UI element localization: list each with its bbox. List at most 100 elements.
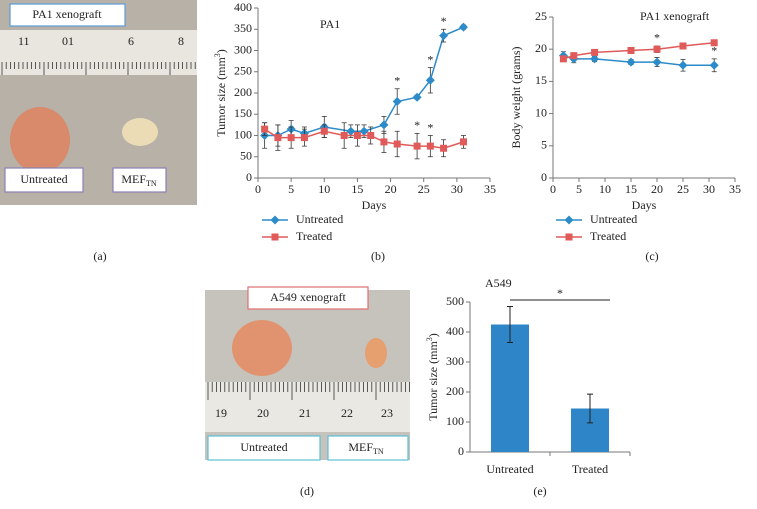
x-tick-label: Treated bbox=[572, 462, 608, 476]
tumor bbox=[365, 338, 387, 368]
label-subscript: TN bbox=[373, 447, 384, 456]
x-tick-label: 30 bbox=[451, 182, 463, 196]
label-box bbox=[4, 167, 84, 193]
x-axis-label: Days bbox=[362, 198, 387, 212]
series-line bbox=[563, 54, 715, 67]
y-label-end: ) bbox=[426, 333, 440, 337]
y-tick-label: 200 bbox=[234, 85, 252, 99]
x-tick-label: 10 bbox=[599, 182, 611, 196]
y-tick-label: 300 bbox=[446, 354, 464, 368]
y-tick-label: 5 bbox=[541, 138, 547, 152]
marker bbox=[439, 31, 449, 41]
y-label-text: Tumor size (mm bbox=[426, 341, 440, 421]
series-line bbox=[563, 42, 715, 60]
ruler-number: 20 bbox=[257, 406, 269, 420]
x-tick-label: 5 bbox=[288, 182, 294, 196]
marker bbox=[459, 138, 467, 146]
marker bbox=[379, 120, 389, 130]
error-bar bbox=[587, 393, 593, 424]
marker bbox=[320, 127, 328, 135]
photo-label: PA1 xenograft bbox=[32, 7, 102, 21]
ruler-number: 22 bbox=[341, 406, 353, 420]
marker bbox=[300, 134, 308, 142]
label-box bbox=[112, 167, 167, 193]
marker bbox=[426, 142, 434, 150]
x-tick-label: 20 bbox=[385, 182, 397, 196]
significance-mark: * bbox=[654, 31, 660, 45]
y-tick-label: 0 bbox=[541, 170, 547, 184]
marker bbox=[412, 92, 422, 102]
photo-label: A549 xenograft bbox=[270, 290, 346, 304]
y-tick-label: 500 bbox=[446, 294, 464, 308]
label-box bbox=[207, 435, 321, 461]
significance-mark: * bbox=[441, 14, 447, 28]
y-tick-label: 200 bbox=[446, 384, 464, 398]
y-label-text: Body weight (grams) bbox=[509, 47, 523, 149]
y-label-text: Tumor size (mm bbox=[214, 57, 228, 137]
marker bbox=[270, 215, 280, 225]
significance-mark: * bbox=[557, 286, 563, 300]
y-tick-label: 10 bbox=[535, 105, 547, 119]
label-box bbox=[247, 286, 369, 310]
marker bbox=[626, 57, 636, 67]
panel-label: (a) bbox=[93, 249, 106, 263]
y-label-sup: 3 bbox=[213, 53, 222, 57]
marker bbox=[679, 42, 687, 50]
y-axis-label: Tumor size (mm3) bbox=[213, 49, 228, 137]
y-tick-label: 100 bbox=[446, 414, 464, 428]
marker bbox=[565, 233, 573, 241]
marker bbox=[652, 57, 662, 67]
significance-mark: * bbox=[711, 44, 717, 58]
y-tick-label: 0 bbox=[458, 444, 464, 458]
marker bbox=[709, 60, 719, 70]
legend-label: Untreated bbox=[296, 212, 343, 226]
significance-mark: * bbox=[394, 74, 400, 88]
significance-mark: * bbox=[427, 120, 433, 134]
y-axis-label: Body weight (grams) bbox=[509, 47, 523, 149]
y-tick-label: 20 bbox=[535, 41, 547, 55]
error-bar bbox=[507, 306, 513, 343]
photo-label: MEFTN bbox=[348, 440, 384, 456]
y-tick-label: 400 bbox=[234, 0, 252, 14]
x-tick-label: 35 bbox=[729, 182, 741, 196]
y-tick-label: 100 bbox=[234, 127, 252, 141]
x-tick-label: 0 bbox=[550, 182, 556, 196]
tumor bbox=[232, 320, 292, 376]
marker bbox=[413, 142, 421, 150]
ruler-number: 8 bbox=[178, 34, 184, 48]
y-tick-label: 400 bbox=[446, 324, 464, 338]
ruler-number: 11 bbox=[18, 34, 30, 48]
marker bbox=[653, 45, 661, 53]
marker bbox=[287, 134, 295, 142]
marker bbox=[367, 132, 375, 139]
marker bbox=[458, 22, 468, 32]
ruler-number: 19 bbox=[215, 406, 227, 420]
photo-background bbox=[205, 290, 410, 460]
chart-title: A549 bbox=[485, 276, 512, 290]
tumor bbox=[122, 118, 158, 146]
legend-label: Treated bbox=[590, 229, 626, 243]
label-box bbox=[327, 435, 409, 461]
marker bbox=[380, 138, 388, 146]
significance-mark: * bbox=[427, 52, 433, 66]
marker bbox=[570, 52, 578, 60]
photo-label: Untreated bbox=[240, 440, 287, 454]
x-tick-label: 30 bbox=[703, 182, 715, 196]
marker bbox=[353, 132, 361, 139]
marker bbox=[274, 134, 282, 142]
y-tick-label: 300 bbox=[234, 42, 252, 56]
y-tick-label: 250 bbox=[234, 64, 252, 78]
marker bbox=[392, 97, 402, 106]
marker bbox=[678, 60, 688, 70]
marker bbox=[627, 46, 635, 54]
x-tick-label: 25 bbox=[418, 182, 430, 196]
y-label-sup: 3 bbox=[425, 337, 434, 341]
marker bbox=[346, 126, 356, 136]
marker bbox=[271, 233, 279, 241]
panel-label: (c) bbox=[645, 249, 658, 263]
panel-label: (b) bbox=[371, 249, 385, 263]
label-subscript: TN bbox=[146, 179, 157, 188]
bar bbox=[491, 324, 529, 452]
marker bbox=[440, 144, 448, 152]
